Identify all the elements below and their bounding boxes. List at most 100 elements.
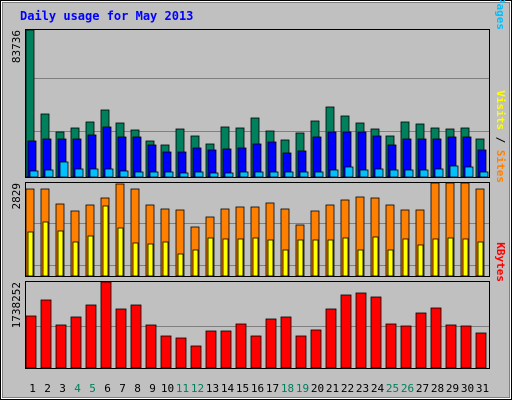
- bar-kbytes-day-22: [340, 294, 352, 369]
- bar-pages-day-14: [224, 172, 234, 178]
- x-tick-label-day-25: 25: [386, 382, 399, 395]
- bar-pages-day-12: [194, 171, 204, 178]
- bar-kbytes-day-4: [70, 316, 82, 369]
- bar-pages-day-19: [299, 171, 309, 178]
- bar-pages-day-21: [329, 169, 339, 178]
- panel-pages-files-hits: 83736 Hits / Files / Pages: [10, 0, 507, 178]
- panel-kbytes: 1738252 KBytes: [10, 242, 507, 369]
- bars: [25, 29, 489, 178]
- bar-sites-day-29: [447, 237, 454, 277]
- x-tick-label-day-16: 16: [251, 382, 264, 395]
- bar-pages-day-22: [344, 166, 354, 178]
- x-tick-label-day-29: 29: [446, 382, 459, 395]
- x-tick-label-day-2: 2: [44, 382, 51, 395]
- bar-pages-day-5: [89, 168, 99, 178]
- x-axis-day-labels: 1 2 3 4 5 6 7 8 9 10 11 12 13 14 15 16 17 18 19 20 21 22 23 24 2…: [29, 382, 489, 395]
- bar-pages-day-11: [179, 172, 189, 178]
- bar-sites-day-9: [147, 243, 154, 277]
- bar-pages-day-8: [134, 171, 144, 178]
- bar-files-day-8: [132, 136, 142, 178]
- bar-pages-day-3: [59, 161, 69, 178]
- x-tick-label-day-31: 31: [476, 382, 489, 395]
- bar-kbytes-day-7: [115, 308, 127, 369]
- y-tick-label: 1738252: [10, 282, 23, 328]
- bar-kbytes-day-27: [415, 312, 427, 369]
- bar-pages-day-30: [464, 166, 474, 178]
- series-pages: [29, 161, 489, 178]
- bar-sites-day-20: [312, 239, 319, 277]
- bar-sites-day-14: [222, 238, 229, 277]
- bar-sites-day-28: [432, 238, 439, 277]
- bar-sites-day-30: [462, 238, 469, 277]
- bar-kbytes-day-3: [55, 324, 67, 369]
- bar-sites-day-24: [372, 236, 379, 277]
- bar-sites-day-17: [267, 239, 274, 277]
- bar-kbytes-day-15: [235, 323, 247, 369]
- x-tick-label-day-6: 6: [104, 382, 111, 395]
- bar-pages-day-10: [164, 171, 174, 178]
- bar-kbytes-day-16: [250, 335, 262, 369]
- bar-pages-day-6: [104, 168, 114, 178]
- bar-pages-day-15: [239, 171, 249, 178]
- bar-sites-day-18: [282, 249, 289, 277]
- x-tick-label-day-26: 26: [401, 382, 414, 395]
- bar-kbytes-day-18: [280, 316, 292, 369]
- x-tick-label-day-14: 14: [221, 382, 235, 395]
- panel-frame: [25, 281, 490, 369]
- bar-sites-day-26: [402, 238, 409, 277]
- bar-pages-day-23: [359, 169, 369, 178]
- bar-kbytes-day-20: [310, 329, 322, 369]
- y-tick-label: 83736: [10, 30, 23, 63]
- bar-sites-day-25: [387, 249, 394, 277]
- bar-kbytes-day-1: [25, 315, 37, 369]
- bar-sites-day-15: [237, 238, 244, 277]
- bar-kbytes-day-28: [430, 307, 442, 369]
- bar-files-day-20: [312, 136, 322, 178]
- bar-kbytes-day-5: [85, 304, 97, 369]
- bar-pages-day-17: [269, 171, 279, 178]
- x-tick-label-day-20: 20: [311, 382, 324, 395]
- bar-pages-day-31: [479, 171, 489, 178]
- x-tick-label-day-13: 13: [206, 382, 219, 395]
- bar-kbytes-day-8: [130, 304, 142, 369]
- chart-title: Daily usage for May 2013: [20, 9, 193, 23]
- legend-part: KBytes: [494, 242, 507, 282]
- x-tick-label-day-24: 24: [371, 382, 385, 395]
- bar-kbytes-day-23: [355, 292, 367, 369]
- x-tick-label-day-15: 15: [236, 382, 249, 395]
- x-tick-label-day-21: 21: [326, 382, 339, 395]
- panel-frame: [25, 182, 490, 277]
- x-tick-label-day-28: 28: [431, 382, 444, 395]
- x-tick-label-day-4: 4: [74, 382, 81, 395]
- bar-pages-day-27: [419, 169, 429, 178]
- bar-pages-day-13: [209, 172, 219, 178]
- bar-sites-day-16: [252, 237, 259, 277]
- bar-pages-day-9: [149, 171, 159, 178]
- bar-pages-day-28: [434, 168, 444, 178]
- bar-kbytes-day-21: [325, 308, 337, 369]
- bar-sites-day-12: [192, 249, 199, 277]
- bar-sites-day-27: [417, 244, 424, 277]
- bar-kbytes-day-17: [265, 318, 277, 369]
- panel-frame: [25, 29, 490, 178]
- bar-kbytes-day-14: [220, 330, 232, 369]
- bar-kbytes-day-25: [385, 323, 397, 369]
- bar-kbytes-day-30: [460, 325, 472, 369]
- bar-pages-day-24: [374, 168, 384, 178]
- bar-pages-day-29: [449, 165, 459, 178]
- bar-sites-day-31: [477, 241, 484, 277]
- x-tick-label-day-18: 18: [281, 382, 294, 395]
- bar-sites-day-10: [162, 241, 169, 277]
- bar-pages-day-16: [254, 171, 264, 178]
- bar-sites-day-6: [102, 205, 109, 277]
- bar-kbytes-day-29: [445, 324, 457, 369]
- x-tick-label-day-1: 1: [29, 382, 36, 395]
- series-kbytes: [25, 281, 487, 369]
- legend-part: Sites: [494, 150, 507, 183]
- x-tick-label-day-8: 8: [134, 382, 141, 395]
- x-tick-label-day-5: 5: [89, 382, 96, 395]
- bar-kbytes-day-6: [100, 281, 112, 369]
- bar-sites-day-8: [132, 242, 139, 277]
